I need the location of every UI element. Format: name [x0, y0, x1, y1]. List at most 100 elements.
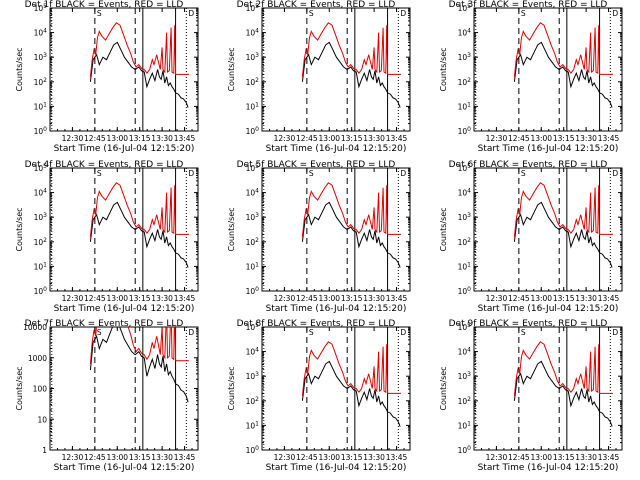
y-tick-exponent: 0: [255, 286, 259, 293]
y-tick-base: 10: [34, 213, 44, 222]
y-tick-exponent: 2: [255, 237, 259, 244]
y-axis-label: Counts/sec: [15, 366, 24, 410]
y-tick-exponent: 3: [467, 371, 471, 378]
y-tick-exponent: 4: [255, 188, 259, 195]
y-axis-label: Counts/sec: [439, 207, 448, 251]
detector-panel-5: Det 5f BLACK = Events, RED = LLD 12:30 12:…: [227, 160, 411, 314]
y-tick-exponent: 2: [467, 237, 471, 244]
y-tick-label: 100: [33, 385, 48, 394]
y-tick-label: 105: [34, 3, 48, 13]
x-tick-label: 13:00: [106, 294, 128, 303]
y-tick-label: 100: [458, 126, 472, 136]
y-tick-exponent: 3: [255, 212, 259, 219]
x-tick-label: 13:30: [151, 294, 173, 303]
y-tick-base: 10: [458, 397, 468, 406]
y-tick-exponent: 1: [467, 101, 471, 108]
y-tick-label: 103: [34, 212, 48, 222]
panel-title: Det 1f BLACK = Events, RED = LLD: [25, 0, 184, 10]
lld-series-line: [89, 22, 189, 77]
y-tick-exponent: 4: [467, 347, 471, 354]
y-tick-base: 10: [458, 53, 468, 62]
marker-glyph: D: [188, 328, 194, 337]
y-tick-base: 10: [458, 372, 468, 381]
y-tick-base: 10: [34, 102, 44, 111]
detector-panel-9: Det 9f BLACK = Events, RED = LLD 12:30 12:…: [439, 319, 623, 473]
x-tick-label: 13:00: [318, 134, 340, 143]
y-tick-exponent: 0: [467, 286, 471, 293]
y-tick-base: 10: [458, 446, 468, 455]
y-tick-exponent: 3: [43, 212, 47, 219]
y-tick-label: 104: [458, 188, 472, 198]
y-tick-exponent: 4: [43, 28, 47, 35]
y-tick-label: 10: [37, 415, 47, 424]
lld-series-line: [89, 182, 189, 237]
y-tick-base: 10: [458, 421, 468, 430]
x-axis-label: Start Time (16-Jul-04 12:15:20): [266, 304, 407, 314]
y-tick-base: 10: [246, 238, 256, 247]
x-tick-label: 12:45: [508, 134, 530, 143]
panel-title: Det 6f BLACK = Events, RED = LLD: [449, 160, 608, 170]
x-tick-label: 13:30: [151, 134, 173, 143]
x-tick-label: 13:15: [129, 453, 151, 462]
y-tick-base: 10: [34, 189, 44, 198]
y-tick-label: 101: [246, 420, 260, 430]
x-tick-label: 12:30: [274, 134, 296, 143]
detector-panel-3: Det 3f BLACK = Events, RED = LLD 12:30 12:…: [439, 0, 623, 154]
x-tick-label: 13:30: [151, 453, 173, 462]
events-series-line: [89, 327, 189, 403]
y-tick-label: 103: [34, 52, 48, 62]
x-tick-label: 13:15: [341, 134, 363, 143]
y-tick-exponent: 1: [255, 261, 259, 268]
panel-title: Det 5f BLACK = Events, RED = LLD: [237, 160, 396, 170]
y-tick-label: 104: [246, 28, 260, 38]
panel-title: Det 8f BLACK = Events, RED = LLD: [237, 319, 396, 329]
x-axis-label: Start Time (16-Jul-04 12:15:20): [54, 304, 195, 314]
y-tick-base: 10: [246, 189, 256, 198]
x-tick-label: 13:15: [341, 294, 363, 303]
detector-panel-4: Det 4f BLACK = Events, RED = LLD 12:30 12:…: [15, 160, 199, 314]
y-tick-label: 103: [458, 52, 472, 62]
y-tick-base: 10: [458, 164, 468, 173]
y-tick-exponent: 5: [255, 3, 259, 10]
y-tick-label: 101: [34, 261, 48, 271]
y-tick-base: 10: [458, 29, 468, 38]
x-axis-label: Start Time (16-Jul-04 12:15:20): [478, 304, 619, 314]
y-axis-label: Counts/sec: [439, 366, 448, 410]
y-tick-exponent: 5: [467, 322, 471, 329]
y-axis-label: Counts/sec: [439, 47, 448, 91]
y-tick-label: 105: [458, 322, 472, 332]
events-series-line: [301, 201, 401, 268]
y-tick-base: 10: [458, 323, 468, 332]
y-tick-base: 10: [246, 53, 256, 62]
y-tick-base: 10: [458, 348, 468, 357]
y-tick-label: 101: [458, 420, 472, 430]
marker-glyph: D: [612, 9, 618, 18]
y-tick-exponent: 3: [467, 52, 471, 59]
detector-panel-7: Det 7f BLACK = Events, RED = LLD 12:30 12:…: [15, 319, 199, 473]
y-tick-exponent: 4: [255, 347, 259, 354]
y-tick-label: 104: [458, 28, 472, 38]
y-tick-label: 102: [246, 237, 260, 247]
y-tick-exponent: 0: [43, 286, 47, 293]
y-tick-label: 102: [246, 77, 260, 87]
y-tick-label: 105: [458, 163, 472, 173]
y-axis-label: Counts/sec: [15, 47, 24, 91]
y-tick-exponent: 2: [255, 77, 259, 84]
y-tick-label: 105: [458, 3, 472, 13]
x-tick-label: 12:45: [84, 453, 106, 462]
lld-series-line: [301, 22, 401, 77]
x-tick-label: 13:45: [174, 134, 196, 143]
y-tick-label: 104: [34, 188, 48, 198]
y-tick-base: 10: [458, 4, 468, 13]
x-tick-label: 13:45: [174, 294, 196, 303]
y-tick-base: 10: [34, 238, 44, 247]
y-tick-base: 10: [34, 4, 44, 13]
y-tick-base: 10: [246, 29, 256, 38]
y-tick-exponent: 2: [43, 237, 47, 244]
y-tick-label: 101: [246, 101, 260, 111]
y-tick-base: 10: [458, 78, 468, 87]
marker-glyph: S: [97, 9, 102, 18]
y-tick-label: 100: [458, 445, 472, 455]
detector-panel-1: Det 1f BLACK = Events, RED = LLD 12:30 12:…: [15, 0, 199, 154]
x-tick-label: 13:00: [106, 453, 128, 462]
